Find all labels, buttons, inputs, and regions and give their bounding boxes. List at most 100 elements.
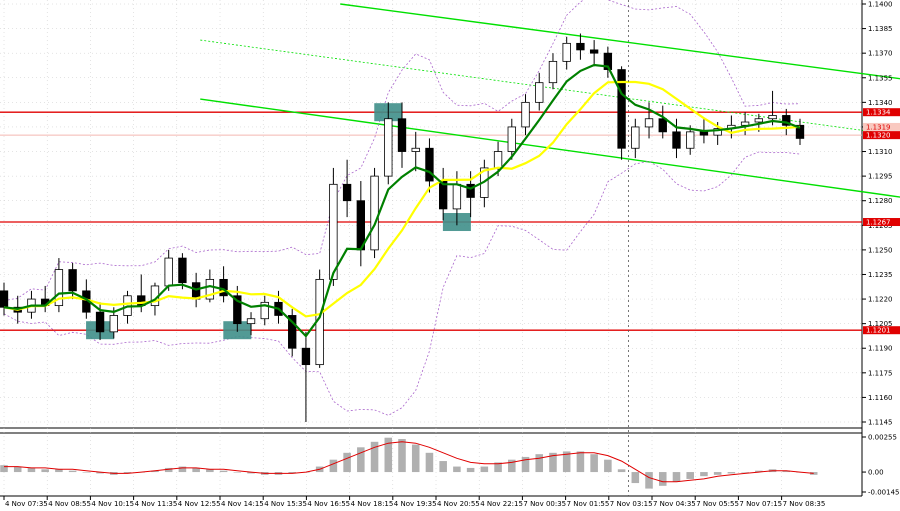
osc-histogram-bar: [466, 467, 475, 473]
candle-body: [521, 101, 530, 128]
osc-histogram-bar: [384, 437, 393, 473]
osc-histogram-bar: [562, 451, 571, 473]
level-label: 1.1267: [866, 219, 891, 227]
grid-lines: [0, 0, 862, 496]
osc-histogram-bar: [41, 469, 49, 473]
candle-body: [95, 311, 105, 333]
osc-histogram-bar: [508, 459, 516, 473]
price-tick-label: 1.1355: [868, 74, 893, 82]
candle-body: [603, 52, 613, 70]
osc-histogram-bar: [68, 470, 77, 473]
osc-histogram-bar: [13, 466, 22, 473]
level-label-bg: [863, 108, 900, 117]
candle-body: [507, 126, 516, 152]
osc-histogram-bar: [370, 441, 379, 473]
candle-body: [164, 257, 173, 287]
osc-histogram-bar: [55, 469, 63, 473]
level-label: 1.1334: [866, 109, 891, 117]
price-tick-label: 1.1190: [868, 345, 893, 353]
candlesticks: [0, 33, 805, 422]
bollinger-upper: [3, 0, 801, 302]
price-tick-label: 1.1340: [868, 99, 893, 107]
price-tick-label: 1.1160: [868, 394, 893, 402]
osc-histogram-bar: [809, 472, 818, 475]
price-tick-label: 1.1385: [868, 25, 893, 33]
osc-histogram-bar: [631, 472, 640, 484]
candle-body: [260, 301, 269, 320]
time-tick-label: 4 Nov 08:55: [48, 500, 91, 508]
price-tick-label: 1.1400: [868, 1, 893, 9]
time-tick-label: 7 Nov 00:35: [523, 500, 566, 508]
candle-body: [0, 290, 9, 308]
candle-body: [109, 315, 118, 333]
price-tick-label: 1.1310: [868, 148, 893, 156]
osc-histogram-bar: [658, 472, 667, 486]
osc-histogram-bar: [398, 439, 406, 473]
time-tick-label: 7 Nov 07:15: [739, 500, 782, 508]
time-tick-label: 4 Nov 20:55: [437, 500, 480, 508]
osc-histogram-bar: [480, 466, 489, 473]
candle-body: [342, 183, 352, 202]
candle-body: [452, 183, 462, 210]
osc-histogram-bar: [82, 472, 91, 473]
candle-body: [548, 60, 558, 84]
candle-body: [576, 42, 585, 51]
candle-body: [672, 131, 681, 149]
candle-body: [617, 69, 626, 149]
bollinger-lower: [3, 151, 801, 416]
osc-histogram-bar: [755, 470, 763, 473]
level-label-bg: [863, 218, 900, 227]
candle-body: [301, 347, 311, 366]
candle-body: [713, 128, 722, 136]
osc-histogram-bar: [713, 472, 722, 475]
osc-histogram-bar: [576, 451, 585, 473]
time-tick-label: 7 Nov 01:55: [567, 500, 610, 508]
candle-body: [68, 269, 77, 292]
time-tick-label: 4 Nov 19:35: [394, 500, 437, 508]
osc-histogram-bar: [686, 472, 694, 479]
osc-histogram-bar: [411, 444, 420, 473]
price-tick-label: 1.1145: [868, 419, 893, 427]
time-tick-label: 7 Nov 05:55: [696, 500, 739, 508]
price-tick-label: 1.1295: [868, 173, 893, 181]
osc-histogram-bar: [343, 452, 351, 473]
time-tick-label: 7 Nov 03:15: [610, 500, 653, 508]
candle-body: [686, 131, 695, 149]
osc-histogram-bar: [439, 461, 447, 473]
candle-body: [397, 118, 407, 152]
time-tick-label: 4 Nov 11:35: [135, 500, 178, 508]
time-tick-label: 4 Nov 14:15: [221, 500, 264, 508]
moving-averages: [3, 63, 801, 338]
horizontal-levels: [0, 111, 862, 331]
moving-average-fast: [3, 63, 801, 338]
osc-histogram-bar: [645, 472, 653, 489]
osc-histogram-bar: [164, 467, 173, 473]
osc-histogram-bar: [700, 472, 708, 477]
current-price-label-bg: [863, 131, 900, 140]
osc-histogram-bar: [357, 447, 365, 473]
candle-body: [233, 295, 242, 325]
candle-body: [288, 315, 297, 349]
osc-histogram-bar: [727, 472, 736, 474]
osc-histogram-bar: [672, 472, 681, 482]
osc-histogram-bar: [535, 454, 544, 473]
price-tick-label: 1.1250: [868, 246, 893, 254]
osc-tick-label: -0.00145: [868, 489, 899, 497]
osc-histogram-bar: [549, 452, 557, 473]
candle-body: [493, 151, 503, 169]
candle-body: [246, 318, 256, 325]
candle-body: [466, 183, 475, 198]
candle-body: [699, 131, 709, 136]
candle-body: [768, 115, 777, 120]
osc-histogram-bar: [27, 467, 36, 473]
osc-histogram-bar: [453, 466, 461, 473]
candle-body: [191, 282, 201, 300]
time-tick-label: 4 Nov 18:15: [351, 500, 394, 508]
candle-body: [562, 42, 571, 62]
time-tick-label: 4 Nov 16:55: [307, 500, 350, 508]
osc-histogram-bar: [151, 470, 159, 473]
time-tick-label: 4 Nov 22:15: [480, 500, 523, 508]
